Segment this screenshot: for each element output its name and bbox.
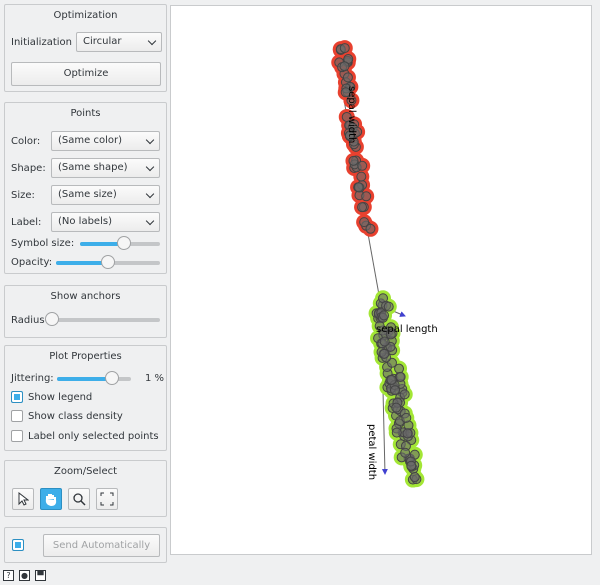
data-point[interactable] — [379, 348, 390, 359]
data-point[interactable] — [365, 223, 376, 234]
anchor-label-sepal-width: sepal width — [346, 86, 357, 143]
data-point[interactable] — [395, 371, 406, 382]
send-automatically-button[interactable]: Send Automatically — [43, 534, 160, 557]
label-label: Label: — [11, 217, 42, 228]
pointer-tool-button[interactable] — [12, 488, 34, 510]
hand-icon — [45, 494, 57, 506]
data-point[interactable] — [353, 182, 364, 193]
init-label: Initialization — [11, 37, 72, 48]
data-point[interactable] — [359, 217, 370, 228]
data-point[interactable] — [391, 402, 402, 413]
section-title: Plot Properties — [49, 351, 122, 362]
section-title: Points — [70, 108, 101, 119]
radius-label: Radius — [11, 315, 45, 326]
data-point[interactable] — [340, 87, 351, 98]
data-point[interactable] — [379, 310, 390, 321]
data-point[interactable] — [357, 160, 368, 171]
data-point[interactable] — [348, 155, 359, 166]
class-density-checkbox[interactable]: Show class density — [11, 410, 123, 422]
data-point[interactable] — [339, 43, 350, 54]
data-point[interactable] — [389, 385, 400, 396]
data-point[interactable] — [361, 191, 372, 202]
points-box: Points Color: (Same color) Shape: (Same … — [4, 102, 167, 274]
data-point[interactable] — [401, 412, 412, 423]
size-label: Size: — [11, 190, 35, 201]
pointer-icon — [18, 492, 29, 506]
jittering-slider[interactable] — [57, 371, 131, 385]
initialization-combo[interactable]: Circular — [76, 32, 162, 52]
label-selected-checkbox[interactable]: Label only selected points — [11, 430, 159, 442]
data-point[interactable] — [406, 460, 417, 471]
data-point[interactable] — [391, 427, 402, 438]
symbol-size-slider[interactable] — [80, 236, 160, 250]
data-point[interactable] — [379, 336, 390, 347]
label-selected-label: Label only selected points — [28, 430, 159, 442]
data-point[interactable] — [341, 111, 352, 122]
data-point[interactable] — [356, 171, 367, 182]
plot-properties-box: Plot Properties Jittering: 1 % Show lege… — [4, 345, 167, 451]
section-title: Zoom/Select — [53, 466, 118, 477]
zoom-select-box: Zoom/Select — [4, 460, 167, 517]
data-point[interactable] — [344, 130, 355, 141]
magnifier-icon — [73, 493, 86, 506]
anchors-box: Show anchors Radius — [4, 285, 167, 338]
optimize-button[interactable]: Optimize — [11, 62, 161, 86]
section-title: Show anchors — [50, 291, 121, 302]
auto-send-checkbox[interactable] — [12, 539, 24, 551]
freeviz-plot[interactable]: sepal width sepal length petal width — [170, 5, 592, 555]
save-image-icon[interactable]: ▀ — [35, 570, 46, 581]
opacity-label: Opacity: — [11, 257, 53, 268]
help-icon[interactable]: ? — [3, 570, 14, 581]
plot-canvas[interactable]: sepal width sepal length petal width — [171, 6, 593, 556]
color-label: Color: — [11, 136, 41, 147]
show-legend-label: Show legend — [28, 391, 93, 403]
zoom-tool-button[interactable] — [68, 488, 90, 510]
jittering-label: Jittering: — [11, 373, 54, 384]
data-point[interactable] — [383, 301, 394, 312]
reset-zoom-button[interactable] — [96, 488, 118, 510]
anchor-label-sepal-length: sepal length — [376, 324, 438, 335]
data-point[interactable] — [386, 374, 397, 385]
optimization-box: Optimization Initialization Circular Opt… — [4, 4, 167, 92]
data-point[interactable] — [342, 72, 353, 83]
pan-tool-button[interactable] — [40, 488, 62, 510]
color-combo[interactable]: (Same color) — [51, 131, 160, 151]
report-icon[interactable]: ● — [19, 570, 30, 581]
radius-slider[interactable] — [45, 312, 160, 326]
shape-combo[interactable]: (Same shape) — [51, 158, 160, 178]
data-point[interactable] — [399, 389, 410, 400]
data-point[interactable] — [346, 95, 357, 106]
anchor-label-petal-width: petal width — [366, 424, 377, 480]
data-point[interactable] — [409, 472, 420, 483]
label-combo[interactable]: (No labels) — [51, 212, 160, 232]
opacity-slider[interactable] — [56, 255, 160, 269]
data-point[interactable] — [400, 447, 411, 458]
symbol-size-label: Symbol size: — [11, 238, 75, 249]
show-legend-checkbox[interactable]: Show legend — [11, 391, 92, 403]
size-combo[interactable]: (Same size) — [51, 185, 160, 205]
section-title: Optimization — [53, 10, 118, 21]
data-point[interactable] — [385, 329, 396, 340]
data-point[interactable] — [394, 363, 405, 374]
class-density-label: Show class density — [28, 410, 123, 422]
data-point[interactable] — [402, 428, 413, 439]
send-box: Send Automatically — [4, 527, 167, 563]
jittering-value: 1 % — [145, 373, 165, 384]
fullscreen-icon — [100, 492, 114, 506]
data-point[interactable] — [339, 61, 350, 72]
data-point[interactable] — [357, 202, 368, 213]
shape-label: Shape: — [11, 163, 46, 174]
